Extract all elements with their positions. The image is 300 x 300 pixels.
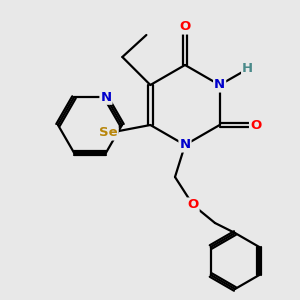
Text: N: N xyxy=(214,79,225,92)
Text: H: H xyxy=(242,62,253,76)
Text: O: O xyxy=(179,20,191,34)
Text: O: O xyxy=(188,199,199,212)
Text: N: N xyxy=(179,139,191,152)
Text: O: O xyxy=(250,118,261,131)
Text: Se: Se xyxy=(99,127,118,140)
Text: N: N xyxy=(100,91,112,104)
